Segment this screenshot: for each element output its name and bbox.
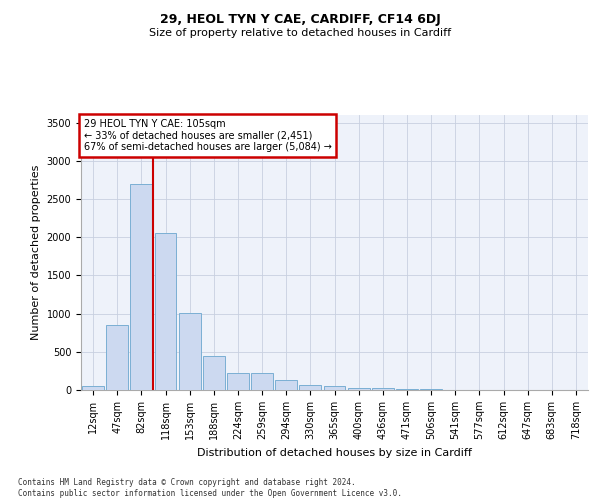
- Text: Size of property relative to detached houses in Cardiff: Size of property relative to detached ho…: [149, 28, 451, 38]
- Text: Contains HM Land Registry data © Crown copyright and database right 2024.
Contai: Contains HM Land Registry data © Crown c…: [18, 478, 402, 498]
- Bar: [251, 372, 273, 390]
- Bar: [227, 372, 249, 390]
- Bar: [372, 388, 394, 390]
- Bar: [130, 184, 152, 390]
- Bar: [179, 313, 200, 390]
- Text: 29, HEOL TYN Y CAE, CARDIFF, CF14 6DJ: 29, HEOL TYN Y CAE, CARDIFF, CF14 6DJ: [160, 12, 440, 26]
- Bar: [203, 356, 224, 390]
- Bar: [299, 386, 321, 390]
- Bar: [323, 386, 346, 390]
- X-axis label: Distribution of detached houses by size in Cardiff: Distribution of detached houses by size …: [197, 448, 472, 458]
- Bar: [348, 388, 370, 390]
- Bar: [275, 380, 297, 390]
- Text: 29 HEOL TYN Y CAE: 105sqm
← 33% of detached houses are smaller (2,451)
67% of se: 29 HEOL TYN Y CAE: 105sqm ← 33% of detac…: [83, 119, 331, 152]
- Bar: [82, 386, 104, 390]
- Y-axis label: Number of detached properties: Number of detached properties: [31, 165, 41, 340]
- Bar: [155, 233, 176, 390]
- Bar: [396, 388, 418, 390]
- Bar: [106, 326, 128, 390]
